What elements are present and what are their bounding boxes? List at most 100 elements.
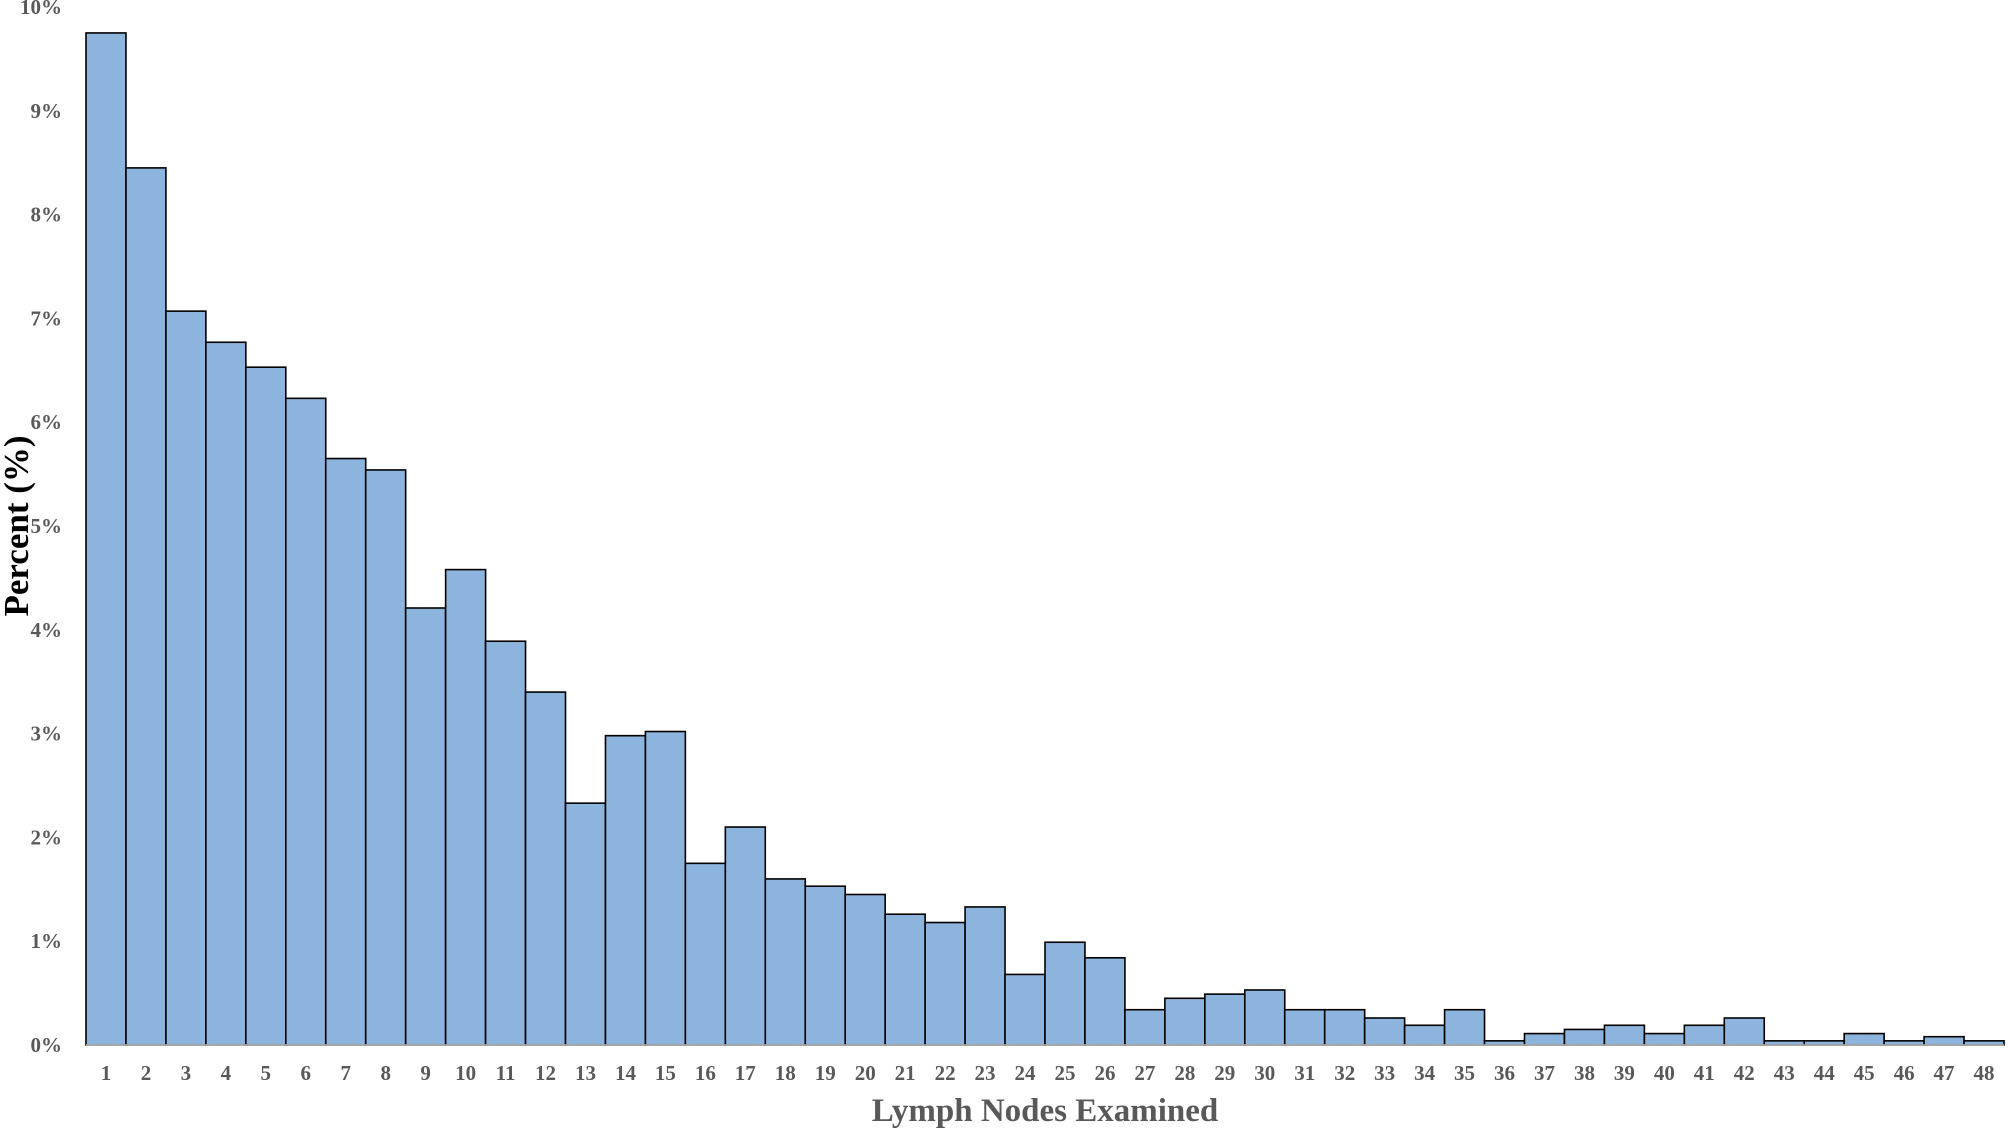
x-tick-label: 42 xyxy=(1734,1061,1755,1085)
x-tick-label: 46 xyxy=(1894,1061,1915,1085)
x-tick-label: 17 xyxy=(735,1061,756,1085)
bar xyxy=(1403,1024,1446,1046)
y-tick-label: 3% xyxy=(31,722,63,746)
x-tick-label: 45 xyxy=(1854,1061,1875,1085)
bar xyxy=(724,826,767,1046)
x-tick-label: 29 xyxy=(1214,1061,1235,1085)
x-tick-label: 6 xyxy=(301,1061,312,1085)
x-tick-label: 26 xyxy=(1094,1061,1115,1085)
y-tick-label: 8% xyxy=(31,203,63,227)
x-tick-label: 31 xyxy=(1294,1061,1315,1085)
y-tick-label: 9% xyxy=(31,99,63,123)
x-tick-label: 34 xyxy=(1414,1061,1436,1085)
x-tick-label: 36 xyxy=(1494,1061,1515,1085)
x-tick-label: 38 xyxy=(1574,1061,1595,1085)
bar xyxy=(1923,1035,1965,1046)
bar xyxy=(1363,1017,1406,1046)
x-tick-label: 19 xyxy=(815,1061,836,1085)
bar xyxy=(564,802,607,1046)
x-tick-label: 44 xyxy=(1814,1061,1836,1085)
x-tick-label: 15 xyxy=(655,1061,676,1085)
bar xyxy=(1124,1008,1166,1046)
y-tick-label: 1% xyxy=(31,929,63,953)
bar xyxy=(1643,1032,1686,1046)
x-tick-label: 22 xyxy=(935,1061,956,1085)
x-tick-label: 30 xyxy=(1254,1061,1275,1085)
x-tick-label: 14 xyxy=(615,1061,637,1085)
bar xyxy=(1443,1008,1486,1046)
x-tick-label: 27 xyxy=(1134,1061,1155,1085)
bar xyxy=(364,469,407,1046)
y-tick-label: 5% xyxy=(31,514,63,538)
x-tick-label: 28 xyxy=(1174,1061,1195,1085)
x-tick-label: 32 xyxy=(1334,1061,1355,1085)
bar xyxy=(604,734,647,1046)
bar xyxy=(1683,1024,1726,1046)
bar xyxy=(1323,1008,1366,1046)
bar xyxy=(324,457,367,1046)
x-tick-label: 12 xyxy=(535,1061,556,1085)
y-axis-ticks: 0% 1% 2% 3% 4% 5% 6% 7% 8% 9% 10% xyxy=(20,0,62,1057)
x-tick-label: 7 xyxy=(340,1061,351,1085)
bar xyxy=(924,921,966,1046)
bar xyxy=(1843,1032,1885,1046)
x-tick-label: 43 xyxy=(1774,1061,1795,1085)
bar xyxy=(1563,1028,1606,1046)
x-tick-label: 8 xyxy=(380,1061,391,1085)
x-tick-label: 4 xyxy=(221,1061,232,1085)
x-tick-label: 16 xyxy=(695,1061,716,1085)
x-tick-label: 47 xyxy=(1934,1061,1955,1085)
x-tick-label: 10 xyxy=(455,1061,476,1085)
y-tick-label: 2% xyxy=(31,825,63,849)
bar xyxy=(1523,1032,1566,1046)
bar xyxy=(844,893,886,1046)
x-tick-label: 33 xyxy=(1374,1061,1395,1085)
y-tick-label: 4% xyxy=(31,618,63,642)
x-tick-label: 23 xyxy=(975,1061,996,1085)
bar xyxy=(884,913,926,1046)
x-tick-label: 9 xyxy=(420,1061,431,1085)
bar xyxy=(524,691,567,1046)
bar xyxy=(125,167,167,1046)
x-axis-title: Lymph Nodes Examined xyxy=(872,1093,1219,1129)
x-tick-label: 37 xyxy=(1534,1061,1555,1085)
x-tick-label: 24 xyxy=(1015,1061,1037,1085)
x-tick-label: 5 xyxy=(261,1061,272,1085)
bar xyxy=(165,310,207,1046)
bars xyxy=(85,32,2005,1046)
x-tick-label: 13 xyxy=(575,1061,596,1085)
bar xyxy=(1283,1008,1326,1046)
bar xyxy=(804,885,847,1046)
bar xyxy=(1243,989,1286,1046)
y-tick-label: 7% xyxy=(31,306,63,330)
bar xyxy=(1603,1024,1646,1046)
bar xyxy=(1004,973,1046,1046)
bar xyxy=(404,607,447,1046)
x-tick-label: 3 xyxy=(181,1061,192,1085)
bar xyxy=(85,32,127,1046)
x-tick-label: 20 xyxy=(855,1061,876,1085)
y-tick-label: 0% xyxy=(31,1033,63,1057)
bar xyxy=(684,862,727,1046)
bar xyxy=(444,568,487,1046)
x-tick-label: 39 xyxy=(1614,1061,1635,1085)
bar xyxy=(1723,1017,1766,1046)
bar xyxy=(284,397,327,1046)
bar xyxy=(644,730,687,1046)
x-tick-label: 2 xyxy=(141,1061,152,1085)
bar xyxy=(964,906,1006,1046)
y-axis-title: Percent (%) xyxy=(0,435,36,616)
bar xyxy=(1164,997,1206,1046)
bar xyxy=(1204,993,1246,1046)
bar xyxy=(764,878,807,1046)
x-tick-label: 21 xyxy=(895,1061,916,1085)
y-tick-label: 10% xyxy=(20,0,62,19)
bar xyxy=(1044,941,1086,1046)
x-tick-label: 41 xyxy=(1694,1061,1715,1085)
bar xyxy=(1084,957,1126,1046)
x-tick-label: 48 xyxy=(1974,1061,1995,1085)
y-tick-label: 6% xyxy=(31,410,63,434)
x-tick-label: 40 xyxy=(1654,1061,1675,1085)
x-tick-label: 18 xyxy=(775,1061,796,1085)
